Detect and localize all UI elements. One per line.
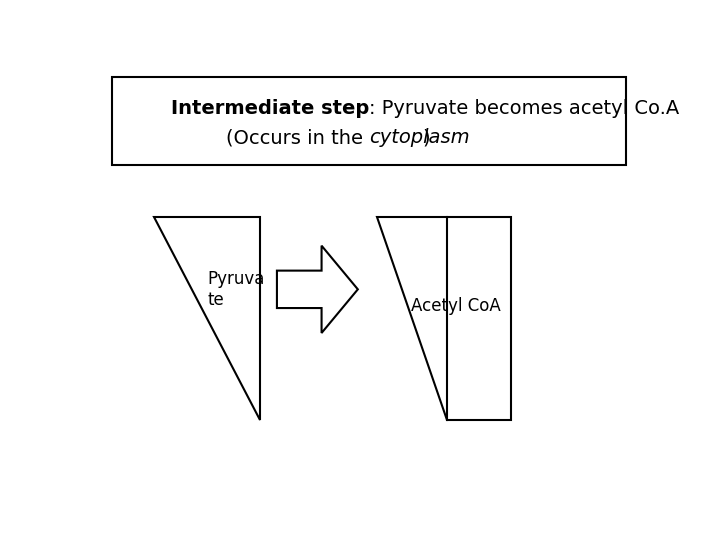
- Text: ): ): [423, 128, 430, 147]
- Text: Intermediate step: Intermediate step: [171, 99, 369, 118]
- Polygon shape: [277, 246, 358, 333]
- FancyBboxPatch shape: [112, 77, 626, 165]
- Polygon shape: [377, 217, 511, 420]
- Polygon shape: [154, 217, 260, 420]
- Text: : Pyruvate becomes acetyl Co.A: : Pyruvate becomes acetyl Co.A: [369, 99, 679, 118]
- Text: cytoplasm: cytoplasm: [369, 128, 469, 147]
- Text: Pyruva
te: Pyruva te: [207, 270, 264, 309]
- Text: Acetyl CoA: Acetyl CoA: [410, 297, 500, 315]
- Text: (Occurs in the: (Occurs in the: [226, 128, 369, 147]
